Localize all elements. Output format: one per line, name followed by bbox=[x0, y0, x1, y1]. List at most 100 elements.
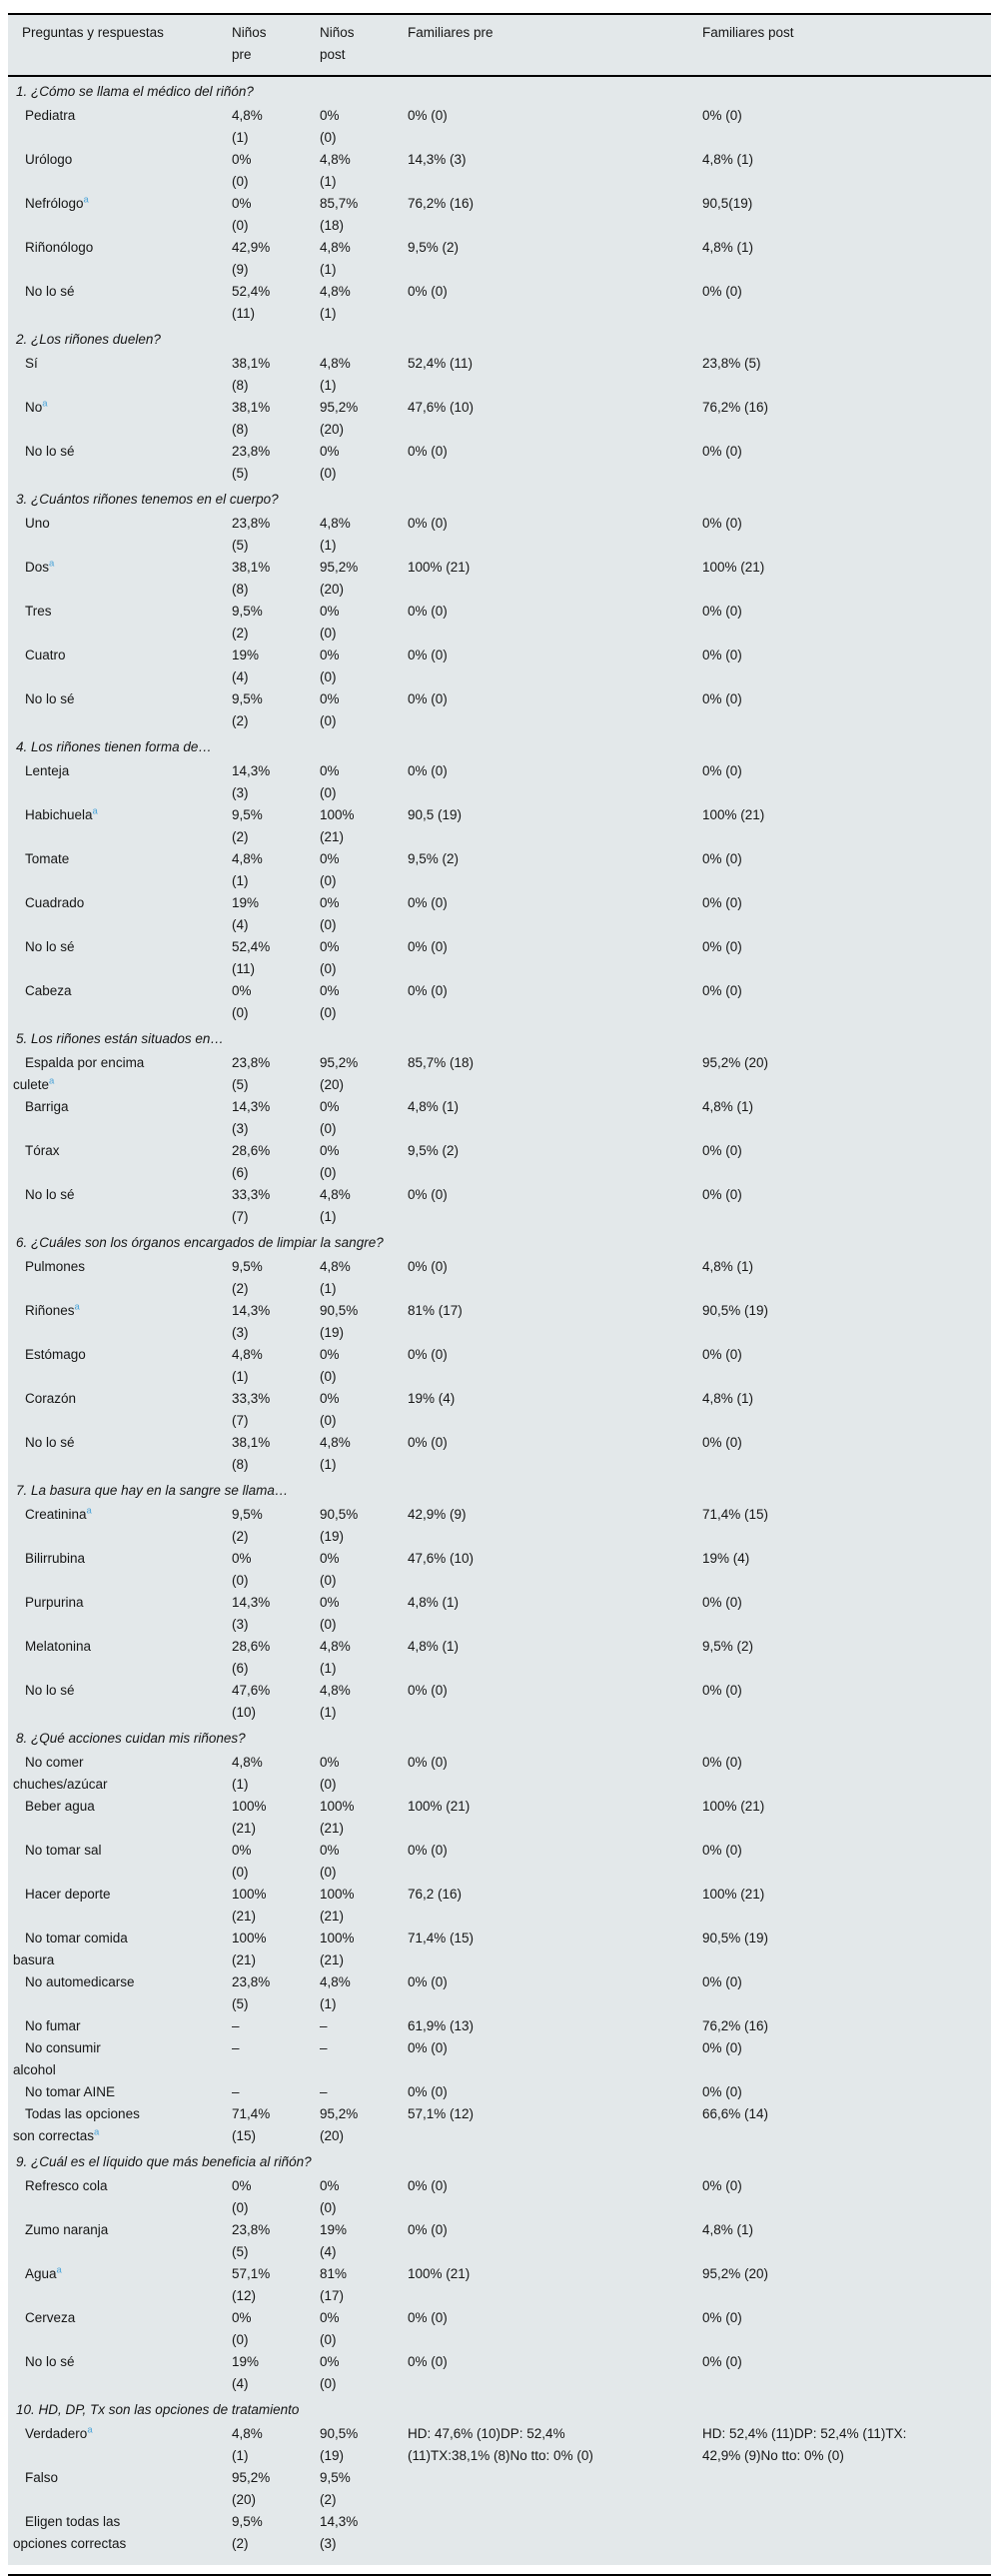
table-row: No lo sé 33,3% (7) 4,8% (1) 0% (0) 0% (0) bbox=[8, 1184, 991, 1228]
table-row: Eligen todas las opciones correctas 9,5% (2… bbox=[8, 2511, 991, 2555]
ninos-post-value: 0% (0) bbox=[320, 1595, 340, 1632]
table-row: Cerveza 0% (0) 0% (0) 0% (0) 0% (0) bbox=[8, 2307, 991, 2351]
ninos-pre-value: 0% (0) bbox=[232, 196, 252, 233]
table-row: No lo sé 19% (4) 0% (0) 0% (0) 0% (0) bbox=[8, 2351, 991, 2395]
table-row: No tomar comida basura 100% (21) 100% (21) 71,… bbox=[8, 1928, 991, 1971]
familiares-post-value: 0% (0) bbox=[702, 851, 742, 866]
table-row: Beber agua 100% (21) 100% (21) 100% (21) 100% … bbox=[8, 1796, 991, 1840]
ninos-post-value: 0% (0) bbox=[320, 2354, 340, 2391]
ninos-pre-value: 38,1% (8) bbox=[232, 400, 271, 437]
ninos-pre-value: 19% (4) bbox=[232, 647, 260, 684]
table-row: Aguaa 57,1% (12) 81% (17) 100% (21) 95,2% (20) bbox=[8, 2263, 991, 2307]
table-row: Cuadrado 19% (4) 0% (0) 0% (0) 0% (0) bbox=[8, 892, 991, 936]
ninos-post-value: 19% (4) bbox=[320, 2222, 348, 2259]
ninos-pre-value: 9,5% (2) bbox=[232, 691, 263, 728]
familiares-pre-value: 85,7% (18) bbox=[408, 1055, 475, 1070]
answer-label: No lo sé bbox=[25, 1435, 75, 1450]
familiares-pre-value: 0% (0) bbox=[408, 691, 448, 706]
table-row: No lo sé 52,4% (11) 0% (0) 0% (0) 0% (0) bbox=[8, 936, 991, 980]
ninos-post-value: 0% (0) bbox=[320, 1551, 340, 1588]
ninos-post-value: – bbox=[320, 2040, 328, 2055]
footnote-marker: a bbox=[87, 2424, 93, 2436]
table-row: No tomar sal 0% (0) 0% (0) 0% (0) 0% (0) bbox=[8, 1840, 991, 1884]
table-row: Cuatro 19% (4) 0% (0) 0% (0) 0% (0) bbox=[8, 644, 991, 688]
familiares-post-value: 100% (21) bbox=[702, 1799, 765, 1814]
answer-label: Todas las opciones son correctasa bbox=[13, 2106, 140, 2143]
ninos-post-value: 95,2% (20) bbox=[320, 2106, 359, 2143]
answer-label: Cuatro bbox=[25, 647, 66, 662]
ninos-post-value: 4,8% (1) bbox=[320, 516, 351, 553]
answer-label: Noa bbox=[25, 398, 48, 415]
familiares-post-value: 90,5% (19) bbox=[702, 1303, 769, 1318]
familiares-post-value: 4,8% (1) bbox=[702, 240, 754, 255]
ninos-pre-value: 14,3% (3) bbox=[232, 1595, 271, 1632]
question-title: 3. ¿Cuántos riñones tenemos en el cuerpo… bbox=[16, 492, 279, 507]
answer-label: Tres bbox=[25, 604, 52, 619]
ninos-pre-value: 23,8% (5) bbox=[232, 2222, 271, 2259]
ninos-pre-value: 0% (0) bbox=[232, 2310, 252, 2347]
familiares-post-value: 0% (0) bbox=[702, 1755, 742, 1770]
ninos-post-value: 0% (0) bbox=[320, 2178, 340, 2215]
answer-label: Lenteja bbox=[25, 763, 70, 778]
answer-label: Eligen todas las opciones correctas bbox=[13, 2514, 127, 2551]
question-title: 8. ¿Qué acciones cuidan mis riñones? bbox=[16, 1731, 246, 1746]
ninos-post-value: 0% (0) bbox=[320, 983, 340, 1020]
ninos-pre-value: 4,8% (1) bbox=[232, 1347, 263, 1384]
ninos-post-value: 4,8% (1) bbox=[320, 1435, 351, 1472]
ninos-pre-value: 19% (4) bbox=[232, 2354, 260, 2391]
familiares-pre-value: 47,6% (10) bbox=[408, 400, 475, 415]
answer-label: Purpurina bbox=[25, 1595, 84, 1610]
column-header-label: Familiares pre bbox=[408, 25, 494, 40]
familiares-pre-value: 0% (0) bbox=[408, 444, 448, 459]
answer-label: No lo sé bbox=[25, 284, 75, 299]
familiares-pre-value: 0% (0) bbox=[408, 2310, 448, 2325]
familiares-pre-value: 4,8% (1) bbox=[408, 1099, 460, 1114]
table-row: Creatininaa 9,5% (2) 90,5% (19) 42,9% (9) 71,4… bbox=[8, 1504, 991, 1548]
ninos-post-value: 0% (0) bbox=[320, 1391, 340, 1428]
column-header-preguntas: Preguntas y respuestas bbox=[8, 22, 232, 44]
table-row: Cabeza 0% (0) 0% (0) 0% (0) 0% (0) bbox=[8, 980, 991, 1024]
familiares-post-value: 0% (0) bbox=[702, 2040, 742, 2055]
familiares-pre-value: 47,6% (10) bbox=[408, 1551, 475, 1566]
table-row: Falso 95,2% (20) 9,5% (2) bbox=[8, 2467, 991, 2511]
familiares-pre-value: HD: 47,6% (10)DP: 52,4% (11)TX:38,1% (8)… bbox=[408, 2426, 593, 2463]
table-top-rule bbox=[8, 13, 991, 15]
ninos-post-value: 0% (0) bbox=[320, 895, 340, 932]
ninos-pre-value: 95,2% (20) bbox=[232, 2470, 271, 2507]
ninos-post-value: 90,5% (19) bbox=[320, 2426, 359, 2463]
column-header-label: Preguntas y respuestas bbox=[22, 25, 164, 40]
familiares-post-value: 9,5% (2) bbox=[702, 1639, 754, 1654]
answer-label: No tomar sal bbox=[25, 1843, 102, 1858]
familiares-pre-value: 100% (21) bbox=[408, 560, 471, 575]
answer-label: No lo sé bbox=[25, 1683, 75, 1698]
familiares-pre-value: 0% (0) bbox=[408, 647, 448, 662]
familiares-pre-value: 57,1% (12) bbox=[408, 2106, 475, 2121]
familiares-post-value: 4,8% (1) bbox=[702, 1099, 754, 1114]
familiares-pre-value: 0% (0) bbox=[408, 1755, 448, 1770]
ninos-post-value: 95,2% (20) bbox=[320, 560, 359, 597]
ninos-post-value: 81% (17) bbox=[320, 2266, 348, 2303]
table-row: No comer chuches/azúcar 4,8% (1) 0% (0) 0% (0)… bbox=[8, 1752, 991, 1796]
table-row: Espalda por encima culetea 23,8% (5) 95,2% (2… bbox=[8, 1052, 991, 1096]
table-row: No consumir alcohol – – 0% (0) 0% (0) bbox=[8, 2037, 991, 2081]
familiares-post-value: 100% (21) bbox=[702, 807, 765, 822]
ninos-post-value: 0% (0) bbox=[320, 691, 340, 728]
table-row: Estómago 4,8% (1) 0% (0) 0% (0) 0% (0) bbox=[8, 1344, 991, 1388]
familiares-pre-value: 76,2 (16) bbox=[408, 1887, 463, 1902]
familiares-pre-value: 9,5% (2) bbox=[408, 851, 460, 866]
ninos-post-value: 0% (0) bbox=[320, 604, 340, 641]
familiares-pre-value: 0% (0) bbox=[408, 604, 448, 619]
table-row: Refresco cola 0% (0) 0% (0) 0% (0) 0% (0) bbox=[8, 2175, 991, 2219]
ninos-pre-value: 9,5% (2) bbox=[232, 807, 263, 844]
ninos-post-value: 4,8% (1) bbox=[320, 1639, 351, 1676]
question-title: 10. HD, DP, Tx son las opciones de trata… bbox=[16, 2402, 300, 2417]
ninos-post-value: 4,8% (1) bbox=[320, 356, 351, 393]
ninos-post-value: – bbox=[320, 2018, 328, 2033]
familiares-pre-value: 0% (0) bbox=[408, 1187, 448, 1202]
column-header-label: Niños pre bbox=[232, 25, 267, 62]
ninos-post-value: 0% (0) bbox=[320, 108, 340, 145]
familiares-post-value: 0% (0) bbox=[702, 516, 742, 531]
familiares-post-value: 0% (0) bbox=[702, 284, 742, 299]
answer-label: No lo sé bbox=[25, 1187, 75, 1202]
answer-label: Pediatra bbox=[25, 108, 76, 123]
